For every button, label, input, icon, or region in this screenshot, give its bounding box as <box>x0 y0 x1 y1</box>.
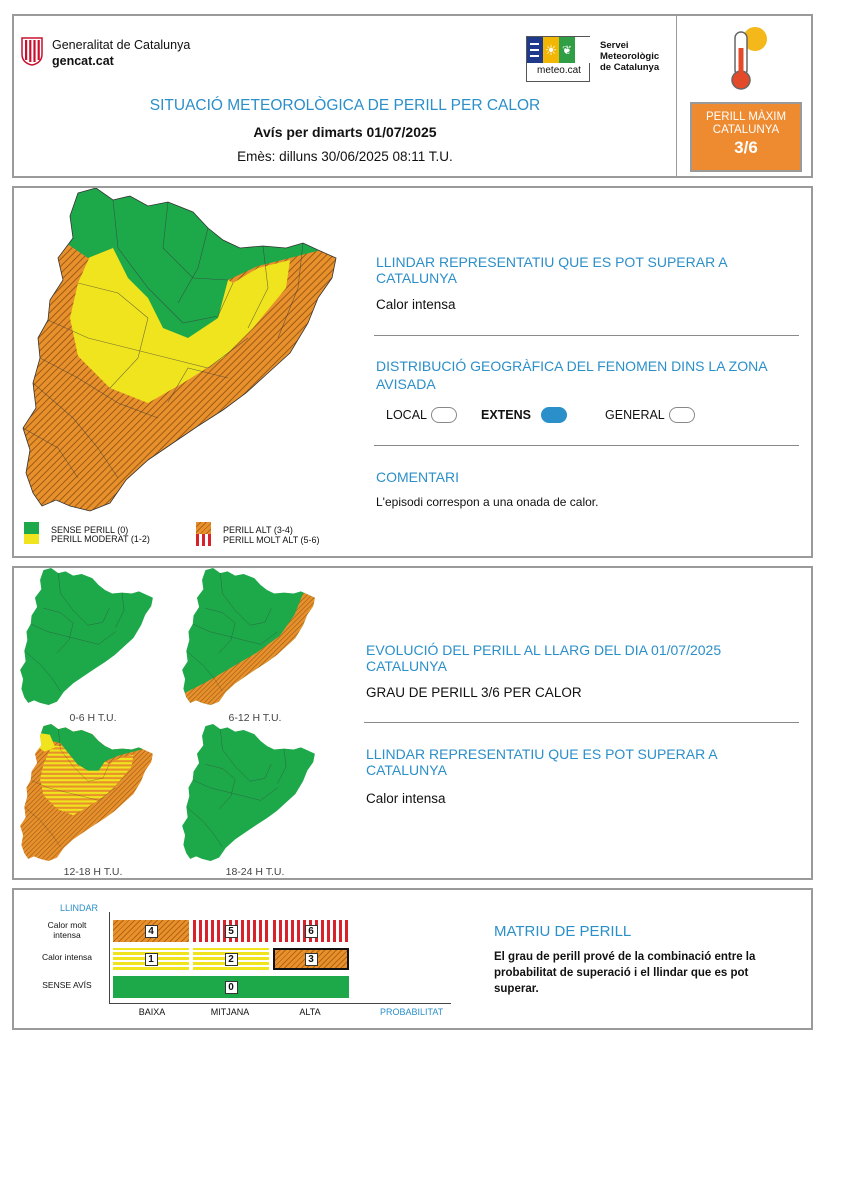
matrix-y-title: LLINDAR <box>60 903 99 913</box>
matrix-cell-4: 4 <box>113 920 189 942</box>
matrix-x-label-low: BAIXA <box>138 1007 166 1017</box>
page-title: SITUACIÓ METEOROLÒGICA DE PERILL PER CAL… <box>149 97 541 114</box>
option-local-toggle <box>431 407 457 423</box>
legend-item-very-high: PERILL MOLT ALT (5-6) <box>196 534 320 546</box>
map-legend: SENSE PERILL (0) PERILL MODERAT (1-2) PE… <box>24 522 354 552</box>
evolution-label-2: 12-18 H T.U. <box>63 866 123 878</box>
legend-item-none: SENSE PERILL (0) <box>24 522 128 537</box>
evolution-map-12-18 <box>20 724 153 862</box>
option-general-toggle <box>668 407 695 423</box>
matrix-cell-1: 1 <box>113 948 189 970</box>
smc-name: Servei Meteorològic de Catalunya <box>600 40 660 73</box>
meteocat-logo: ☀ ❦ meteo.cat <box>526 36 591 82</box>
matrix-row-label-very-intense: Calor molt intensa <box>47 920 87 940</box>
meteo-leaf-icon: ❦ <box>559 37 575 63</box>
legend-swatch-yellow <box>24 534 39 544</box>
divider <box>374 445 799 446</box>
comment-title: COMENTARI <box>376 469 459 485</box>
max-danger-badge: PERILL MÀXIM CATALUNYA 3/6 <box>690 102 802 172</box>
option-local-label: LOCAL <box>386 408 427 422</box>
divider <box>374 335 799 336</box>
distribution-options: LOCAL EXTENS GENERAL <box>386 407 695 423</box>
matrix-x-title: PROBABILITAT <box>380 1007 444 1017</box>
distribution-title: DISTRIBUCIÓ GEOGRÀFICA DEL FENOMEN DINS … <box>376 358 767 392</box>
legend-item-moderate: PERILL MODERAT (1-2) <box>24 534 150 544</box>
main-panel: SENSE PERILL (0) PERILL MODERAT (1-2) PE… <box>12 186 813 558</box>
matrix-title: MATRIU DE PERILL <box>494 923 632 940</box>
issued-date: Emès: dilluns 30/06/2025 08:11 T.U. <box>237 149 453 164</box>
matrix-cell-5: 5 <box>193 920 269 942</box>
option-extens-toggle <box>541 407 568 423</box>
option-general-label: GENERAL <box>605 408 665 422</box>
matrix-description: El grau de perill prové de la combinació… <box>494 951 756 995</box>
warning-date: Avís per dimarts 01/07/2025 <box>253 124 437 140</box>
legend-swatch-green <box>24 522 39 537</box>
matrix-cell-0: 0 <box>113 976 349 998</box>
matrix-x-label-medium: MITJANA <box>210 1007 250 1017</box>
header-divider <box>676 16 677 176</box>
threshold-value: Calor intensa <box>376 297 456 312</box>
evolution-label-1: 6-12 H T.U. <box>228 712 282 724</box>
generalitat-site: gencat.cat <box>52 54 114 68</box>
legend-swatch-orange <box>196 522 211 537</box>
comment-text: L'episodi correspon a una onada de calor… <box>376 495 599 509</box>
matrix-panel: LLINDAR Calor molt intensa Calor intensa… <box>12 888 813 1030</box>
matrix-cell-3-selected: 3 <box>273 948 349 970</box>
meteocat-site: meteo.cat <box>537 65 581 76</box>
evolution-title: EVOLUCIÓ DEL PERILL AL LLARG DEL DIA 01/… <box>366 642 722 674</box>
meteo-sun-icon: ☀ <box>543 37 559 63</box>
matrix-cell-6: 6 <box>273 920 349 942</box>
matrix-row-label-intense: Calor intensa <box>41 952 93 962</box>
generalitat-logo <box>20 36 44 66</box>
evolution-label-3: 18-24 H T.U. <box>225 866 285 878</box>
evolution-threshold-title: LLINDAR REPRESENTATIU QUE ES POT SUPERAR… <box>366 746 717 778</box>
matrix-y-axis <box>109 912 110 1004</box>
matrix-x-axis <box>109 1003 451 1004</box>
evolution-panel: 0-6 H T.U. 6-12 H T.U. 12-18 <box>12 566 813 880</box>
evolution-grade: GRAU DE PERILL 3/6 PER CALOR <box>366 685 582 700</box>
header-panel: Generalitat de Catalunya gencat.cat ☀ ❦ … <box>12 14 813 178</box>
threshold-title: LLINDAR REPRESENTATIU QUE ES POT SUPERAR… <box>376 254 727 286</box>
evolution-map-18-24 <box>182 724 315 862</box>
catalonia-map <box>22 188 337 512</box>
evolution-map-0-6 <box>20 568 153 706</box>
evolution-label-0: 0-6 H T.U. <box>69 712 117 724</box>
legend-swatch-red <box>196 534 211 546</box>
matrix-cell-2: 2 <box>193 948 269 970</box>
evolution-threshold-value: Calor intensa <box>366 791 446 806</box>
matrix-x-label-high: ALTA <box>299 1007 321 1017</box>
evolution-map-6-12 <box>182 568 315 706</box>
generalitat-name: Generalitat de Catalunya <box>52 38 191 52</box>
generalitat-shield-icon <box>21 37 43 66</box>
legend-item-high: PERILL ALT (3-4) <box>196 522 293 537</box>
matrix-row-label-none: SENSE AVÍS <box>42 980 92 990</box>
divider <box>364 722 799 723</box>
option-extens-label: EXTENS <box>481 408 532 422</box>
meteo-bars-icon <box>527 37 543 63</box>
thermometer-icon <box>722 24 772 92</box>
